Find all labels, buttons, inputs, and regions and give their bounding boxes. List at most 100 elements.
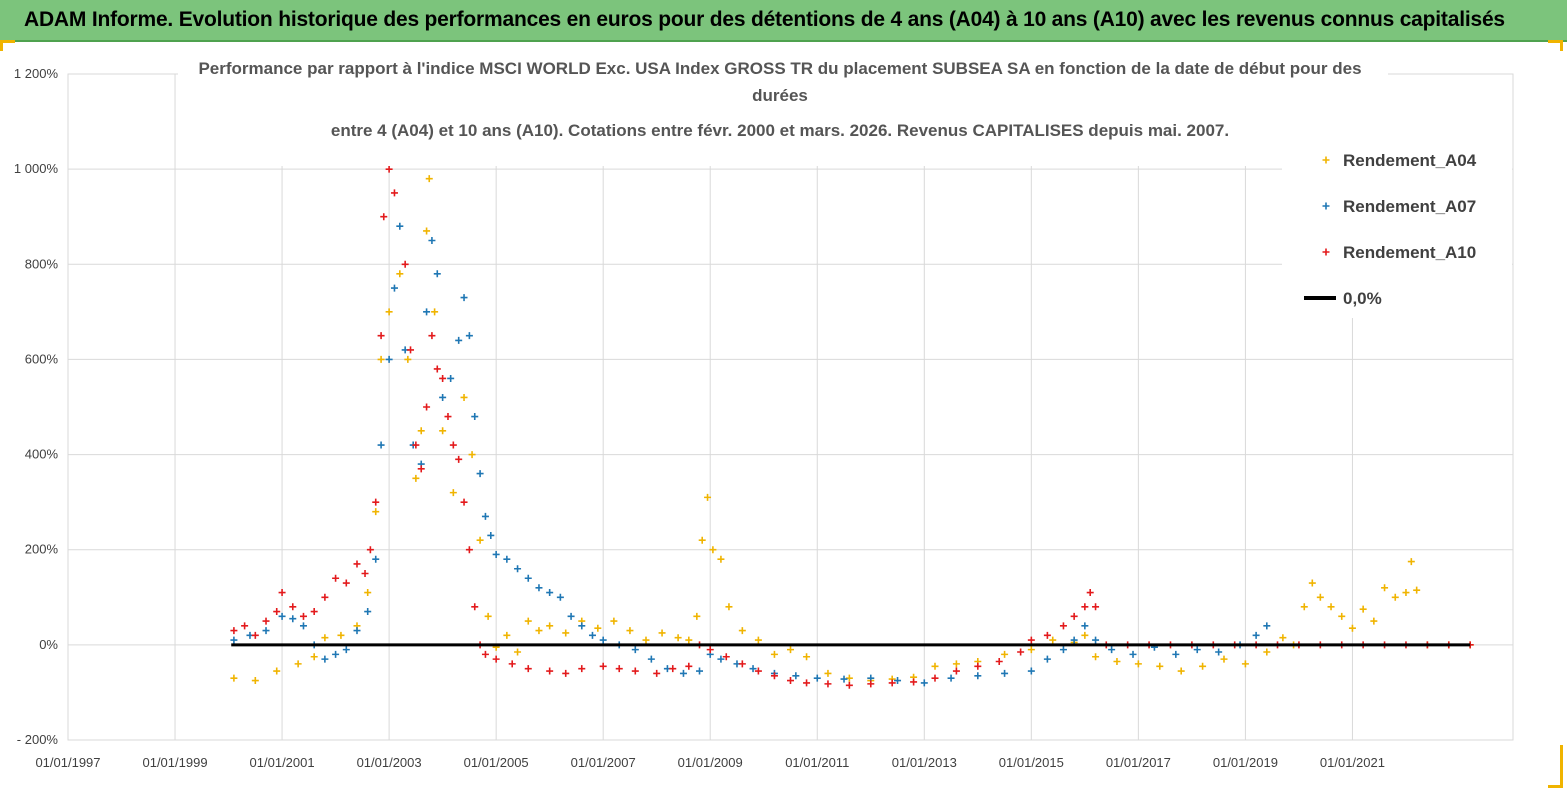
data-point — [417, 465, 425, 473]
data-point — [1177, 667, 1185, 675]
data-point — [460, 294, 468, 302]
data-point — [1263, 622, 1271, 630]
data-point — [1027, 667, 1035, 675]
data-point — [412, 474, 420, 482]
data-point — [407, 346, 415, 354]
data-point — [385, 355, 393, 363]
data-point — [390, 189, 398, 197]
data-point — [1092, 636, 1100, 644]
data-point — [685, 636, 693, 644]
data-point — [685, 662, 693, 670]
data-point — [1327, 603, 1335, 611]
data-point — [1027, 646, 1035, 654]
data-point — [364, 589, 372, 597]
data-point — [952, 660, 960, 668]
data-point — [1086, 589, 1094, 597]
y-tick-label: 400% — [25, 447, 59, 462]
data-point — [1134, 660, 1142, 668]
x-tick-label: 01/01/2009 — [678, 755, 743, 770]
x-axis-ticks: 01/01/1997 01/01/1999 01/01/2001 01/01/2003… — [35, 755, 1385, 770]
data-point — [1370, 617, 1378, 625]
data-point — [1092, 653, 1100, 661]
data-point — [952, 667, 960, 675]
data-point — [337, 631, 345, 639]
data-point — [262, 627, 270, 635]
data-point — [824, 680, 832, 688]
data-point — [471, 603, 479, 611]
data-point — [439, 393, 447, 401]
data-point — [428, 332, 436, 340]
data-point — [321, 655, 329, 663]
x-tick-label: 01/01/2011 — [785, 755, 849, 770]
data-point — [342, 579, 350, 587]
data-point — [631, 646, 639, 654]
data-point — [481, 512, 489, 520]
data-point — [1081, 603, 1089, 611]
data-point — [230, 627, 238, 635]
data-point — [492, 550, 500, 558]
performance-chart: 1 200% 1 000% 800% 600% 400% 200% 0% - 200% 01/… — [14, 59, 1514, 770]
data-point — [425, 175, 433, 183]
data-point — [230, 636, 238, 644]
data-point — [372, 508, 380, 516]
data-point — [380, 213, 388, 221]
y-tick-label: 1 000% — [14, 161, 59, 176]
data-point — [1348, 624, 1356, 632]
data-point — [524, 574, 532, 582]
legend-marker — [1322, 248, 1330, 256]
data-point — [626, 627, 634, 635]
data-point — [262, 617, 270, 625]
data-point — [894, 677, 902, 685]
data-point — [524, 617, 532, 625]
data-point — [514, 648, 522, 656]
x-tick-label: 01/01/2005 — [464, 755, 529, 770]
data-point — [824, 669, 832, 677]
y-tick-label: 200% — [25, 542, 59, 557]
legend-label: 0,0% — [1343, 289, 1382, 308]
chart-title-line: durées — [752, 86, 808, 105]
corner-bracket-bottom-right — [1548, 745, 1563, 788]
data-point — [594, 624, 602, 632]
data-point — [342, 646, 350, 654]
data-point — [693, 612, 701, 620]
data-point — [647, 655, 655, 663]
data-point — [423, 308, 431, 316]
data-point — [1172, 650, 1180, 658]
data-point — [867, 680, 875, 688]
data-point — [514, 565, 522, 573]
data-point — [439, 374, 447, 382]
data-point — [696, 667, 704, 675]
legend-label: Rendement_A04 — [1343, 151, 1477, 170]
data-point — [1252, 631, 1260, 639]
data-point — [524, 665, 532, 673]
data-point — [749, 665, 757, 673]
data-point — [273, 667, 281, 675]
data-point — [567, 612, 575, 620]
data-point — [390, 284, 398, 292]
data-point — [361, 570, 369, 577]
data-point — [377, 332, 385, 340]
data-point — [1027, 636, 1035, 644]
data-point — [546, 622, 554, 630]
y-axis-ticks: 1 200% 1 000% 800% 600% 400% 200% 0% - 200% — [14, 66, 59, 747]
data-point — [1241, 660, 1249, 668]
data-point — [738, 660, 746, 668]
data-point — [706, 646, 714, 654]
report-banner-title: ADAM Informe. Evolution historique des p… — [24, 8, 1505, 31]
data-point — [1316, 593, 1324, 601]
data-point — [449, 441, 457, 449]
y-tick-label: - 200% — [17, 732, 59, 747]
data-point — [366, 546, 374, 554]
data-point — [299, 622, 307, 630]
data-point — [385, 308, 393, 316]
data-point — [321, 593, 329, 601]
x-tick-label: 01/01/1999 — [142, 755, 207, 770]
data-point — [433, 365, 441, 373]
data-point — [396, 222, 404, 230]
data-point — [947, 674, 955, 682]
legend-label: Rendement_A07 — [1343, 197, 1476, 216]
data-point — [492, 655, 500, 663]
data-point — [787, 646, 794, 654]
data-point — [241, 622, 249, 630]
data-point — [803, 679, 811, 687]
